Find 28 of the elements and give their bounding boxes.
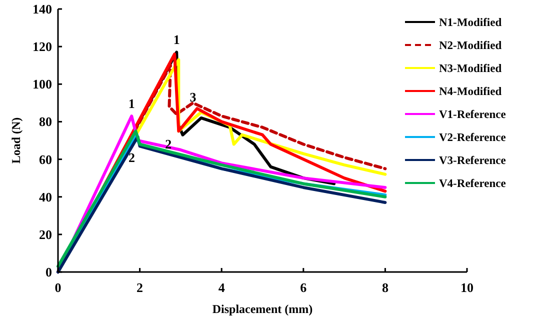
legend-label: N1-Modified bbox=[439, 17, 502, 29]
y-tick-label: 80 bbox=[39, 114, 52, 130]
legend-label: N3-Modified bbox=[439, 63, 502, 75]
legend-label: N4-Modified bbox=[439, 86, 502, 98]
x-tick-label: 6 bbox=[300, 280, 308, 295]
y-tick-label: 100 bbox=[32, 76, 52, 92]
y-tick-label: 60 bbox=[39, 152, 52, 167]
legend-label: V3-Reference bbox=[439, 155, 506, 167]
y-tick-label: 40 bbox=[39, 189, 52, 204]
annotation: 2 bbox=[128, 150, 136, 166]
y-tick-label: 0 bbox=[46, 264, 52, 280]
legend-label: V1-Reference bbox=[439, 109, 506, 121]
legend-label: V4-Reference bbox=[439, 178, 506, 190]
y-axis-title: Load (N) bbox=[9, 117, 23, 164]
legend-label: V2-Reference bbox=[439, 132, 506, 144]
y-tick-label: 120 bbox=[32, 39, 52, 54]
x-tick-label: 10 bbox=[460, 280, 474, 295]
x-axis-title: Displacement (mm) bbox=[212, 302, 313, 316]
annotation: 3 bbox=[190, 89, 197, 104]
annotation: 1 bbox=[128, 96, 135, 112]
x-tick-label: 8 bbox=[382, 280, 389, 295]
legend-label: N2-Modified bbox=[439, 40, 502, 52]
y-tick-label: 20 bbox=[39, 226, 52, 242]
x-tick-label: 0 bbox=[54, 280, 62, 295]
x-tick-label: 2 bbox=[136, 280, 144, 295]
y-tick-label: 140 bbox=[32, 2, 52, 16]
annotation: 1 bbox=[173, 32, 180, 48]
x-tick-label: 4 bbox=[218, 280, 226, 295]
